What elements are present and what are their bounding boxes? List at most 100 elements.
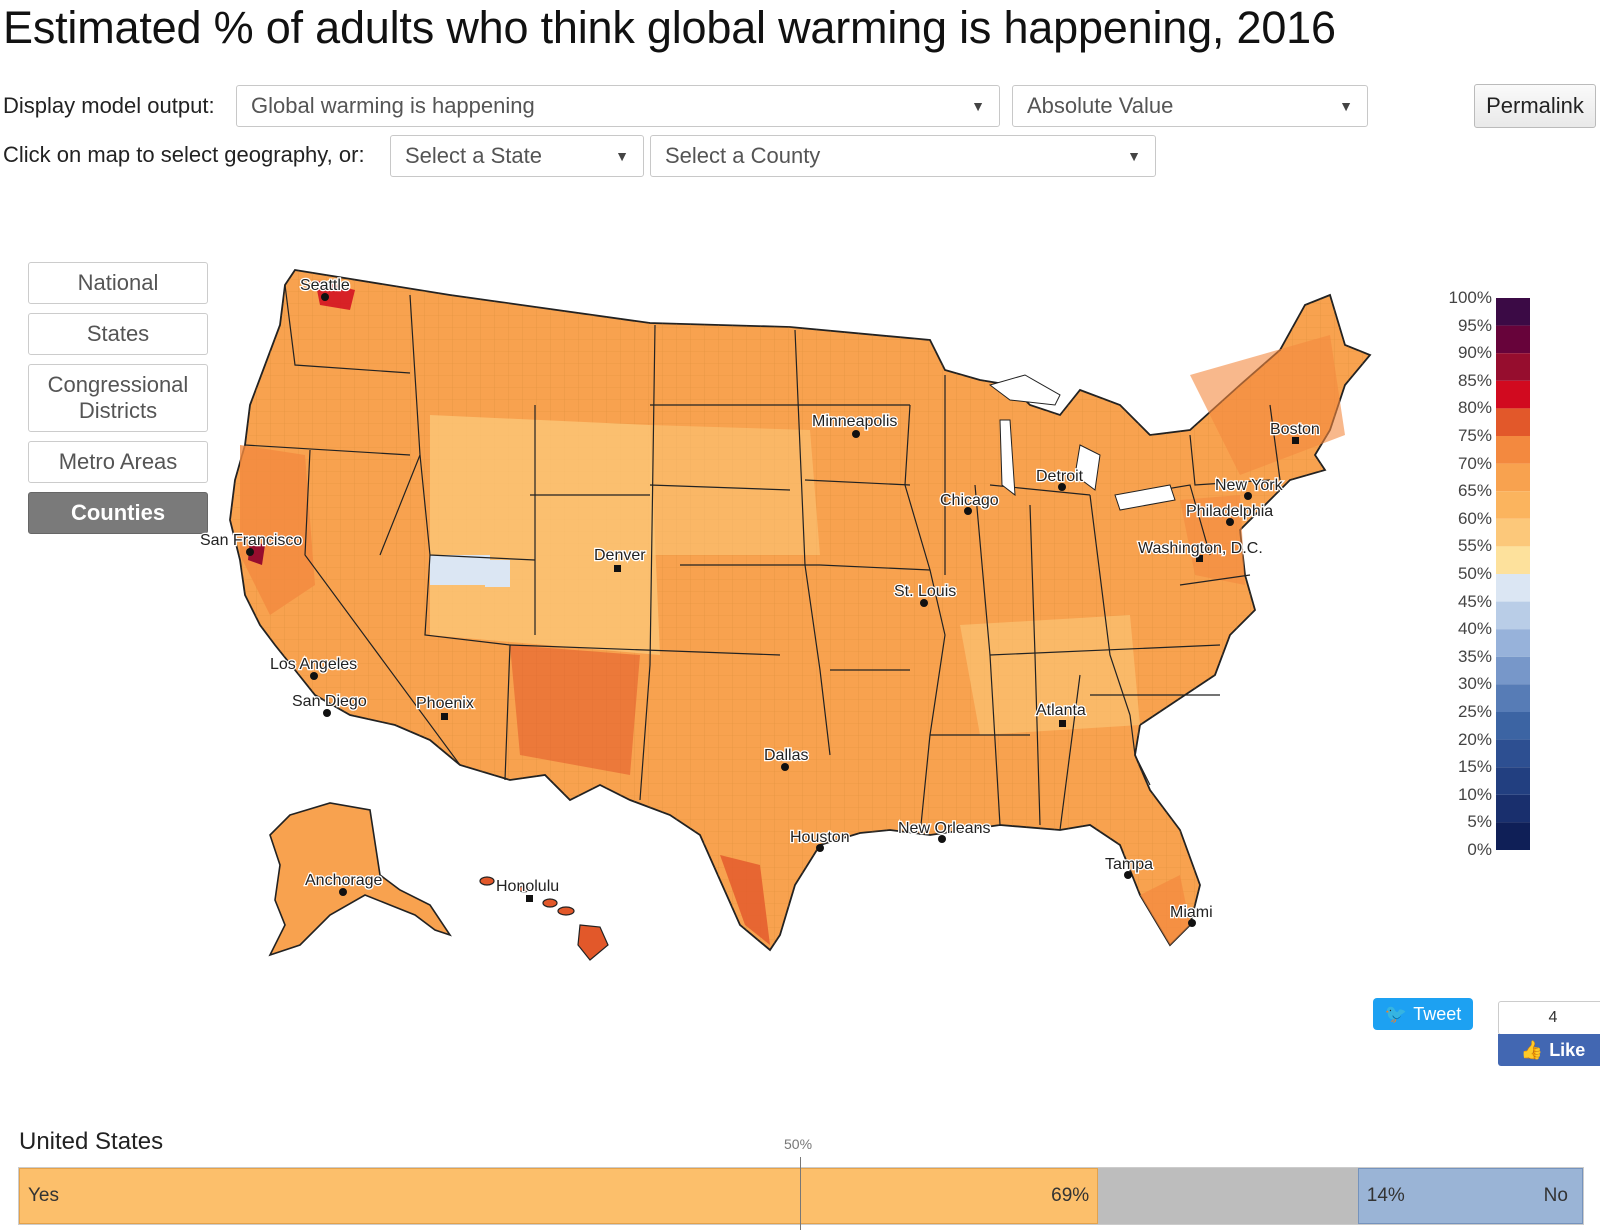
svg-text:Philadelphia: Philadelphia <box>1186 503 1273 520</box>
legend-swatch <box>1496 380 1530 409</box>
summary-neutral-segment <box>1098 1168 1358 1224</box>
city-los-angeles[interactable]: Los Angeles <box>269 655 358 680</box>
svg-text:Detroit: Detroit <box>1036 468 1084 485</box>
legend-tick-label: 50% <box>1457 564 1492 583</box>
state-select[interactable]: Select a State ▼ <box>390 135 644 177</box>
page-title: Estimated % of adults who think global w… <box>3 2 1336 53</box>
legend-tick-label: 45% <box>1457 591 1492 611</box>
city-washington-dc[interactable]: Washington, D.C. <box>1137 539 1264 562</box>
summary-bar: Yes 69% 14% No <box>18 1167 1584 1225</box>
city-tampa[interactable]: Tampa <box>1104 855 1154 879</box>
legend-swatch <box>1496 822 1530 850</box>
midpoint-tick <box>800 1157 801 1230</box>
legend-tick-label: 75% <box>1457 426 1492 445</box>
geo-select-label: Click on map to select geography, or: <box>3 142 365 167</box>
legend-swatch <box>1496 601 1530 630</box>
yes-label: Yes <box>28 1185 59 1206</box>
svg-text:Denver: Denver <box>594 547 646 564</box>
geo-button-states[interactable]: States <box>28 313 208 355</box>
geo-button-metro-areas[interactable]: Metro Areas <box>28 441 208 483</box>
svg-text:Houston: Houston <box>790 829 850 846</box>
geo-button-congressional-districts[interactable]: Congressional Districts <box>28 364 208 432</box>
legend-tick-label: 95% <box>1457 315 1492 335</box>
city-new-york[interactable]: New York <box>1214 476 1285 500</box>
city-chicago[interactable]: Chicago <box>939 491 1000 515</box>
city-denver[interactable]: Denver <box>593 546 648 572</box>
chevron-down-icon: ▼ <box>1127 148 1141 164</box>
geo-button-counties[interactable]: Counties <box>28 492 208 534</box>
svg-text:Anchorage: Anchorage <box>305 872 382 889</box>
svg-text:Chicago: Chicago <box>940 492 999 509</box>
svg-text:Miami: Miami <box>1170 904 1213 921</box>
legend-tick-label: 5% <box>1467 812 1492 832</box>
tweet-button[interactable]: 🐦 Tweet <box>1373 998 1473 1030</box>
legend-tick-label: 70% <box>1457 453 1492 473</box>
city-dallas[interactable]: Dallas <box>763 746 810 771</box>
svg-text:Boston: Boston <box>1270 421 1320 438</box>
hawaii-shape[interactable] <box>479 876 609 961</box>
legend-tick-label: 100% <box>1448 288 1492 307</box>
legend-tick-label: 40% <box>1457 619 1492 639</box>
legend-tick-label: 10% <box>1457 784 1492 804</box>
legend-tick-label: 90% <box>1457 343 1492 363</box>
city-philadelphia[interactable]: Philadelphia <box>1185 502 1275 526</box>
city-san-francisco[interactable]: San Francisco <box>199 531 304 556</box>
like-button[interactable]: 👍 Like <box>1498 1034 1600 1066</box>
like-count: 4 <box>1498 1001 1600 1035</box>
legend-swatch <box>1496 298 1530 326</box>
legend-swatch <box>1496 629 1530 657</box>
legend-tick-label: 20% <box>1457 729 1492 749</box>
legend-color-scale <box>1496 298 1530 850</box>
city-minneapolis[interactable]: Minneapolis <box>811 412 899 438</box>
svg-text:Phoenix: Phoenix <box>416 695 474 712</box>
chevron-down-icon: ▼ <box>971 98 985 114</box>
legend-swatch <box>1496 712 1530 740</box>
city-markers: Seattle Minneapolis Boston Detroit Chica… <box>199 276 1321 927</box>
legend-tick-label: 85% <box>1457 370 1492 390</box>
legend-swatch <box>1496 436 1530 464</box>
legend-tick-label: 55% <box>1457 536 1492 556</box>
legend-tick-label: 35% <box>1457 646 1492 666</box>
twitter-bird-icon: 🐦 <box>1384 1003 1408 1024</box>
summary-region-label: United States <box>19 1128 164 1155</box>
tweet-label: Tweet <box>1413 1003 1462 1024</box>
city-detroit[interactable]: Detroit <box>1035 467 1085 491</box>
model-output-value: Global warming is happening <box>251 93 535 118</box>
midpoint-label: 50% <box>784 1136 813 1152</box>
legend-tick-label: 65% <box>1457 481 1492 501</box>
city-houston[interactable]: Houston <box>789 828 851 852</box>
svg-text:San Diego: San Diego <box>292 693 367 710</box>
model-output-select[interactable]: Global warming is happening ▼ <box>236 85 1000 127</box>
city-san-diego[interactable]: San Diego <box>291 692 368 717</box>
chevron-down-icon: ▼ <box>615 148 629 164</box>
svg-text:Honolulu: Honolulu <box>496 878 559 895</box>
legend-tick-label: 30% <box>1457 674 1492 694</box>
city-boston[interactable]: Boston <box>1269 420 1321 444</box>
city-seattle[interactable]: Seattle <box>299 276 351 301</box>
legend-tick-label: 80% <box>1457 398 1492 418</box>
geo-button-national[interactable]: National <box>28 262 208 304</box>
city-st-louis[interactable]: St. Louis <box>893 582 958 607</box>
no-label: No <box>1543 1185 1568 1206</box>
state-select-value: Select a State <box>405 143 542 168</box>
legend-tick-label: 0% <box>1467 840 1492 859</box>
legend-tick-label: 60% <box>1457 508 1492 528</box>
city-phoenix[interactable]: Phoenix <box>415 694 475 720</box>
city-atlanta[interactable]: Atlanta <box>1035 701 1087 727</box>
alaska-shape[interactable] <box>268 802 452 957</box>
county-select[interactable]: Select a County ▼ <box>650 135 1156 177</box>
us-county-map[interactable]: Seattle Minneapolis Boston Detroit Chica… <box>130 255 1390 990</box>
legend-swatch <box>1496 546 1530 574</box>
value-type-select[interactable]: Absolute Value ▼ <box>1012 85 1368 127</box>
city-honolulu[interactable]: Honolulu <box>495 877 560 902</box>
svg-text:Seattle: Seattle <box>300 277 350 294</box>
legend-swatch <box>1496 794 1530 823</box>
city-anchorage[interactable]: Anchorage <box>304 871 384 896</box>
city-miami[interactable]: Miami <box>1169 903 1214 927</box>
legend-swatch <box>1496 491 1530 519</box>
city-new-orleans[interactable]: New Orleans <box>897 819 992 843</box>
legend-swatch <box>1496 684 1530 712</box>
legend-swatch <box>1496 353 1530 381</box>
legend-swatch <box>1496 325 1530 354</box>
permalink-button[interactable]: Permalink <box>1474 84 1596 128</box>
